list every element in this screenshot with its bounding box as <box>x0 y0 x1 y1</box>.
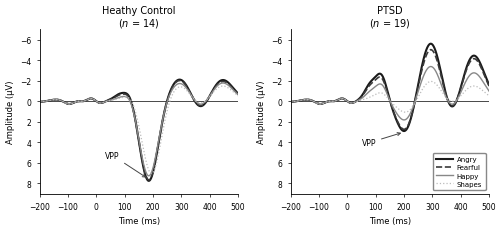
Y-axis label: Amplitude (μV): Amplitude (μV) <box>6 80 15 144</box>
Y-axis label: Amplitude (μV): Amplitude (μV) <box>256 80 265 144</box>
Text: VPP: VPP <box>105 151 145 177</box>
Title: Heathy Control
($n$ = 14): Heathy Control ($n$ = 14) <box>102 6 175 30</box>
X-axis label: Time (ms): Time (ms) <box>368 216 410 225</box>
Text: VPP: VPP <box>361 133 400 148</box>
Title: PTSD
($n$ = 19): PTSD ($n$ = 19) <box>368 6 410 30</box>
X-axis label: Time (ms): Time (ms) <box>118 216 160 225</box>
Legend: Angry, Fearful, Happy, Shapes: Angry, Fearful, Happy, Shapes <box>432 153 484 190</box>
